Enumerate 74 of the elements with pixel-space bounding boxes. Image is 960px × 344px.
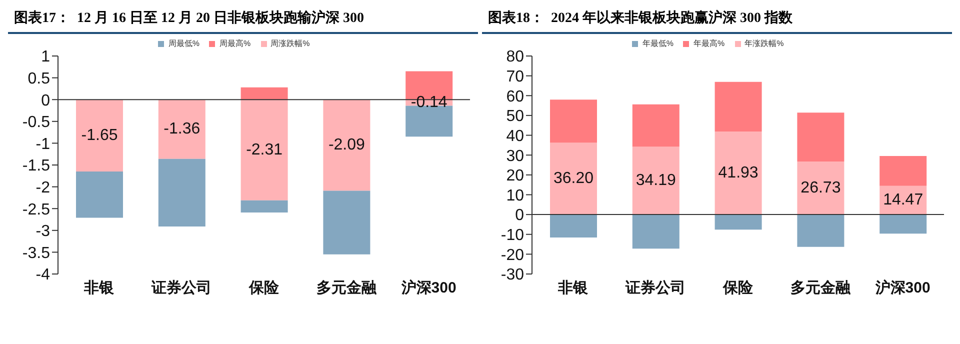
y-tick-label: 60 [506, 88, 524, 106]
y-tick-label: -10 [500, 227, 524, 244]
y-tick-label: 0.5 [28, 70, 50, 88]
x-tick-label: 多元金融 [790, 280, 852, 297]
x-tick-label: 非银 [557, 280, 590, 297]
bar [632, 214, 680, 249]
data-label: 14.47 [883, 192, 924, 209]
y-tick-label: 10 [506, 187, 524, 204]
bar [880, 156, 927, 186]
x-tick-label: 沪深300 [400, 278, 456, 297]
bar [797, 162, 844, 215]
bar [632, 104, 680, 147]
x-tick-label: 保险 [722, 280, 754, 297]
bar [880, 214, 927, 234]
y-tick-label: 70 [506, 68, 524, 86]
x-tick-label: 多元金融 [316, 280, 378, 297]
x-tick-label: 沪深300 [874, 278, 930, 297]
data-label: 41.93 [718, 164, 758, 182]
data-label: 34.19 [636, 172, 676, 190]
legend-label: 年最高% [693, 39, 725, 48]
bar [550, 100, 597, 143]
bar [714, 82, 762, 132]
bar [240, 200, 288, 213]
y-tick-label: -2 [36, 179, 50, 196]
legend-label: 周涨跌幅% [270, 39, 310, 48]
legend-label: 周最高% [219, 39, 251, 48]
y-tick-label: 0 [515, 207, 524, 224]
y-tick-label: 1 [41, 48, 50, 66]
y-tick-label: 40 [506, 128, 524, 145]
bar [714, 214, 762, 230]
bar [714, 131, 762, 215]
y-tick-label: -1 [36, 136, 50, 153]
y-tick-label: -2.5 [22, 201, 50, 218]
data-label: -2.31 [246, 141, 283, 158]
bar [76, 100, 123, 172]
bar [797, 112, 844, 162]
bar [550, 142, 597, 215]
bar [158, 100, 206, 159]
y-tick-label: 30 [506, 148, 524, 165]
data-label: 36.20 [553, 170, 594, 188]
bar [158, 158, 206, 226]
y-tick-label: 20 [506, 168, 524, 185]
bar [632, 146, 680, 215]
bar [240, 100, 288, 200]
legend-label: 年涨跌幅% [744, 39, 784, 48]
y-tick-label: -20 [500, 246, 524, 264]
data-label: -2.09 [328, 136, 366, 154]
bar [797, 214, 844, 247]
y-tick-label: 50 [506, 108, 524, 126]
bar [76, 172, 123, 218]
chart-title: 图表18： 2024 年以来非银板块跑赢沪深 300 指数 [482, 8, 952, 34]
legend-label: 周最低% [168, 39, 200, 48]
bar [406, 106, 453, 137]
chart-title: 图表17： 12 月 16 日至 12 月 20 日非银板块跑输沪深 300 [8, 8, 478, 34]
data-label: -1.36 [164, 120, 200, 138]
x-tick-label: 证券公司 [624, 280, 686, 297]
bar [323, 190, 370, 254]
y-tick-label: -3 [36, 223, 50, 240]
data-label: 26.73 [800, 180, 841, 197]
y-tick-label: -0.5 [22, 114, 50, 132]
y-tick-label: -30 [500, 266, 524, 284]
x-tick-label: 保险 [248, 280, 280, 297]
x-tick-label: 非银 [83, 280, 116, 297]
bar [240, 87, 288, 100]
y-tick-label: 0 [41, 92, 50, 110]
data-label: -1.65 [81, 127, 118, 144]
x-tick-label: 证券公司 [150, 280, 212, 297]
y-tick-label: -3.5 [22, 244, 50, 262]
bar [323, 100, 370, 191]
y-tick-label: -4 [36, 266, 50, 284]
y-tick-label: -1.5 [22, 158, 50, 175]
y-tick-label: 80 [506, 48, 524, 66]
legend-label: 年最低% [642, 39, 674, 48]
bar [550, 214, 597, 238]
